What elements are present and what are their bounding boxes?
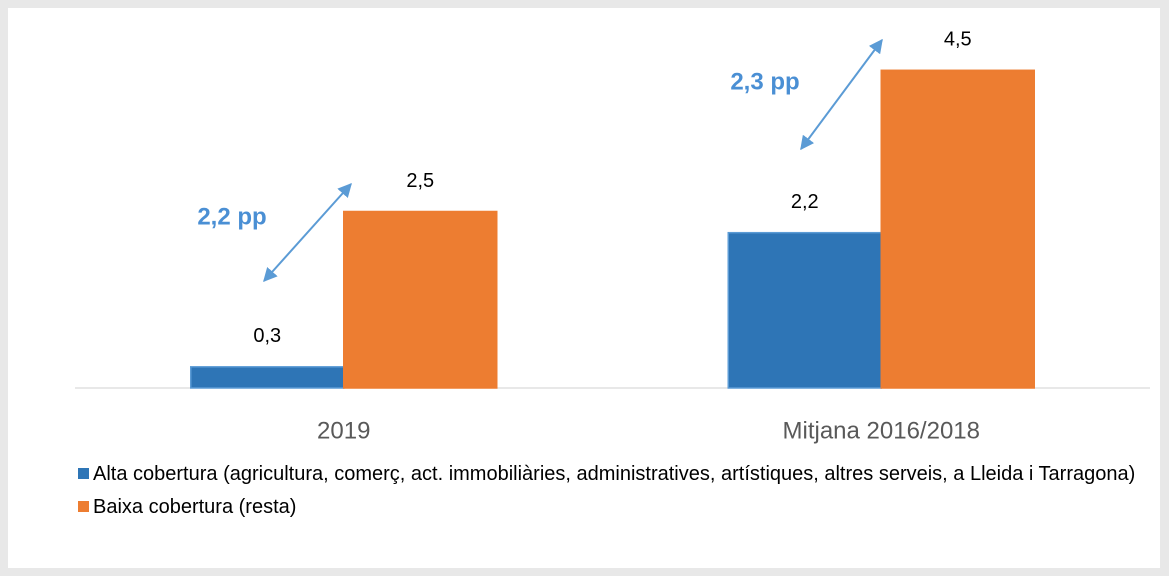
bar [727,231,882,389]
legend-label: Baixa cobertura (resta) [93,496,297,518]
bar [343,210,498,389]
legend-swatch [78,501,89,512]
value-label: 2,2 [791,191,819,213]
bar [190,366,345,389]
legend-item: Alta cobertura (agricultura, comerç, act… [78,458,1158,491]
x-tick-label: 2019 [317,417,370,444]
legend-label: Alta cobertura (agricultura, comerç, act… [93,463,1136,485]
arrow [800,38,883,151]
value-label: 2,5 [406,170,434,192]
value-label: 0,3 [253,325,281,347]
legend: Alta cobertura (agricultura, comerç, act… [78,458,1158,524]
x-tick-label: Mitjana 2016/2018 [783,417,980,444]
annotation: 2,3 pp [730,68,799,95]
legend-swatch [78,468,89,479]
arrow [263,182,352,283]
legend-item: Baixa cobertura (resta) [78,491,1158,524]
value-label: 4,5 [944,29,972,51]
bar [880,69,1035,389]
annotation: 2,2 pp [197,203,266,230]
